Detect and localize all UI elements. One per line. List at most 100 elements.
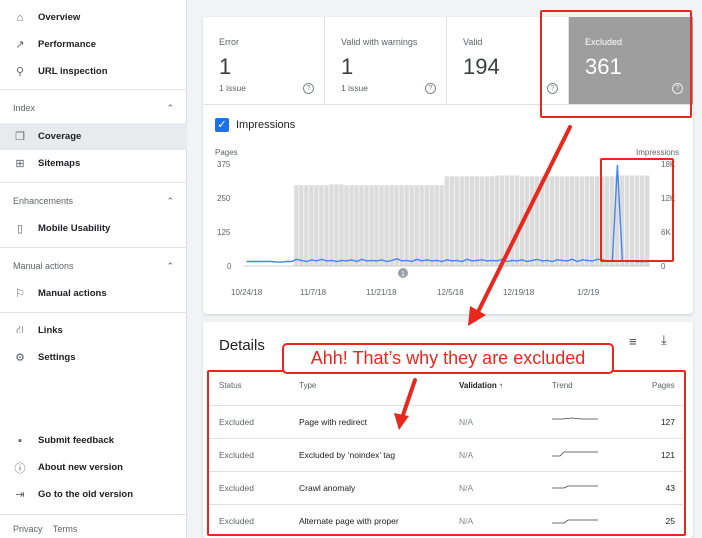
table-row[interactable]: Excluded Crawl anomaly N/A 43 (207, 471, 683, 504)
x-tick: 10/24/18 (231, 288, 263, 297)
help-icon[interactable]: ? (547, 83, 558, 94)
annotation-callout: Ahh! That’s why they are excluded (282, 343, 614, 374)
annotation-box-excluded (540, 10, 692, 118)
sort-arrow-up-icon: ↑ (499, 381, 504, 390)
divider (203, 104, 693, 105)
y2-tick: 0 (661, 262, 666, 271)
impressions-label: Impressions (236, 119, 296, 131)
stat-excluded[interactable]: Excluded 361 ? (569, 17, 693, 104)
search-icon: ⚲ (15, 66, 25, 78)
sidebar-item-performance[interactable]: ↗ Performance (0, 31, 187, 58)
filter-icon[interactable]: ≡ (629, 334, 637, 349)
sidebar-item-coverage[interactable]: ❐ Coverage (0, 123, 187, 150)
impressions-checkbox[interactable]: ✓ (215, 118, 229, 132)
download-icon[interactable]: ⤓ (661, 332, 667, 347)
y-tick: 0 (227, 262, 232, 271)
x-tick: 12/19/18 (503, 288, 535, 297)
sidebar-item-links[interactable]: ⛙ Links (0, 317, 187, 344)
stat-label: Excluded (585, 37, 623, 47)
stat-value: 194 (463, 54, 500, 79)
sidebar-item-label: Manual actions (38, 288, 107, 299)
privacy-link[interactable]: Privacy (13, 524, 43, 534)
stat-valid[interactable]: Valid 194 ? (447, 17, 569, 104)
x-tick: 12/5/18 (437, 288, 464, 297)
stat-error[interactable]: Error 1 1 issue ? (203, 17, 325, 104)
sidebar-item-manual-actions[interactable]: ⚐ Manual actions (0, 280, 187, 307)
sidebar-item-mobile-usability[interactable]: ▯ Mobile Usability (0, 215, 187, 242)
x-tick: 11/7/18 (300, 288, 327, 297)
column-header-pages[interactable]: Pages (652, 381, 675, 390)
gear-icon: ⚙ (15, 352, 25, 364)
help-icon[interactable]: ? (303, 83, 314, 94)
exit-icon: ⇥ (15, 489, 25, 501)
left-axis-label: Pages (215, 148, 238, 157)
column-header-validation-label: Validation (459, 381, 497, 390)
sidebar-item-overview[interactable]: ⌂ Overview (0, 4, 187, 31)
stat-label: Error (219, 37, 239, 47)
sidebar-item-submit-feedback[interactable]: ▪ Submit feedback (0, 427, 187, 454)
y2-tick: 6K (661, 228, 671, 237)
details-title: Details (219, 337, 265, 354)
y2-tick: 18K (661, 160, 676, 169)
sidebar-item-label: URL inspection (38, 66, 108, 77)
trend-sparkline (552, 472, 598, 505)
stat-label: Valid (463, 37, 483, 47)
trend-sparkline (552, 505, 598, 538)
sidebar-item-label: Performance (38, 39, 97, 50)
y2-tick: 12K (661, 194, 676, 203)
table-row[interactable]: Excluded Page with redirect N/A 127 (207, 405, 683, 438)
sidebar-item-label: Sitemaps (38, 158, 81, 169)
column-header-validation[interactable]: Validation ↑ (459, 381, 503, 390)
column-header-trend[interactable]: Trend (552, 381, 573, 390)
stat-sub: 1 issue (219, 83, 246, 93)
cell-validation: N/A (459, 483, 474, 493)
feedback-icon: ▪ (18, 434, 22, 447)
divider (0, 312, 187, 313)
help-icon[interactable]: ? (672, 83, 683, 94)
help-icon[interactable]: ? (425, 83, 436, 94)
flag-icon: ⚐ (15, 288, 25, 300)
cell-status: Excluded (219, 417, 254, 427)
sidebar-item-sitemaps[interactable]: ⊞ Sitemaps (0, 150, 187, 177)
info-icon: ⓘ (14, 462, 26, 475)
cell-type: Page with redirect (299, 417, 368, 427)
sidebar-item-label: Overview (38, 12, 81, 23)
sidebar-item-url-inspection[interactable]: ⚲ URL inspection (0, 58, 187, 85)
cell-pages: 25 (665, 516, 675, 526)
table-row[interactable]: Excluded Excluded by ‘noindex’ tag N/A 1… (207, 438, 683, 471)
x-tick: 1/2/19 (577, 288, 600, 297)
y-tick: 250 (217, 194, 231, 203)
column-header-type[interactable]: Type (299, 381, 317, 390)
section-header-enhancements[interactable]: Enhancements ⌃ (0, 189, 187, 213)
stat-value: 1 (219, 54, 232, 79)
sidebar-item-about-new-version[interactable]: ⓘ About new version (0, 454, 187, 481)
cell-status: Excluded (219, 450, 254, 460)
sidebar-item-label: Settings (38, 352, 76, 363)
cell-pages: 43 (665, 483, 675, 493)
cell-pages: 127 (660, 417, 675, 427)
stat-label: Valid with warnings (341, 37, 418, 47)
coverage-icon: ❐ (15, 131, 25, 143)
terms-link[interactable]: Terms (52, 524, 78, 534)
chevron-up-icon: ⌃ (166, 195, 174, 206)
section-title: Manual actions (13, 261, 74, 271)
section-header-index[interactable]: Index ⌃ (0, 96, 187, 120)
sidebar-item-settings[interactable]: ⚙ Settings (0, 344, 187, 371)
x-tick: 11/21/18 (366, 288, 397, 297)
divider (0, 514, 187, 515)
trend-icon: ↗ (15, 39, 25, 51)
sidebar: ⌂ Overview ↗ Performance ⚲ URL inspectio… (0, 0, 187, 538)
sidebar-item-old-version[interactable]: ⇥ Go to the old version (0, 481, 187, 508)
column-header-status[interactable]: Status (219, 381, 242, 390)
section-header-manual-actions[interactable]: Manual actions ⌃ (0, 254, 187, 278)
cell-validation: N/A (459, 450, 474, 460)
stat-sub: 1 issue (341, 83, 368, 93)
stat-valid-with-warnings[interactable]: Valid with warnings 1 1 issue ? (325, 17, 447, 104)
footer-links: Privacy Terms (13, 524, 85, 534)
table-row[interactable]: Excluded Alternate page with proper N/A … (207, 504, 683, 537)
links-icon: ⛙ (16, 323, 24, 336)
chevron-up-icon: ⌃ (166, 102, 174, 113)
divider (0, 182, 187, 183)
cell-type: Alternate page with proper (299, 516, 399, 526)
cell-type: Crawl anomaly (299, 483, 356, 493)
